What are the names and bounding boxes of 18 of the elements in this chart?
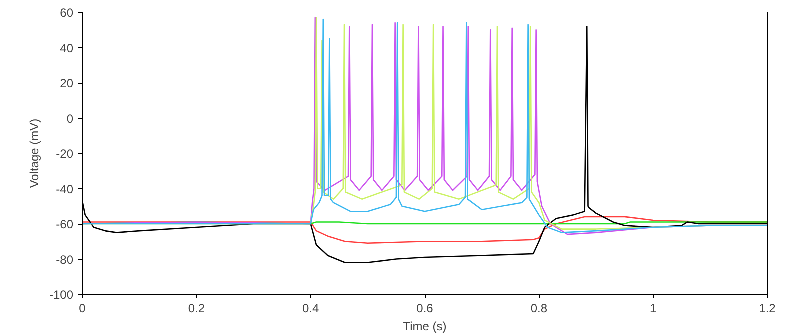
x-tick-label: 0 (79, 302, 86, 316)
x-tick-label: 0.8 (530, 302, 548, 316)
x-tick-label: 1 (650, 302, 657, 316)
y-tick-label: -60 (56, 218, 74, 232)
x-tick-label: 0.2 (188, 302, 206, 316)
x-axis-title: Time (s) (403, 320, 447, 334)
x-tick-label: 1.2 (759, 302, 776, 316)
x-tick-label: 0.4 (302, 302, 320, 316)
x-tick-label: 0.6 (416, 302, 434, 316)
y-tick-label: -80 (56, 252, 74, 267)
y-tick-label: 40 (60, 41, 74, 56)
y-tick-label: -40 (56, 182, 74, 196)
y-axis-title: Voltage (mV) (27, 118, 42, 188)
y-tick-label: 60 (60, 6, 74, 20)
y-tick-label: -20 (56, 147, 74, 161)
y-tick-label: -100 (49, 288, 74, 302)
y-tick-label: 0 (66, 112, 74, 126)
y-tick-label: 20 (60, 76, 74, 90)
